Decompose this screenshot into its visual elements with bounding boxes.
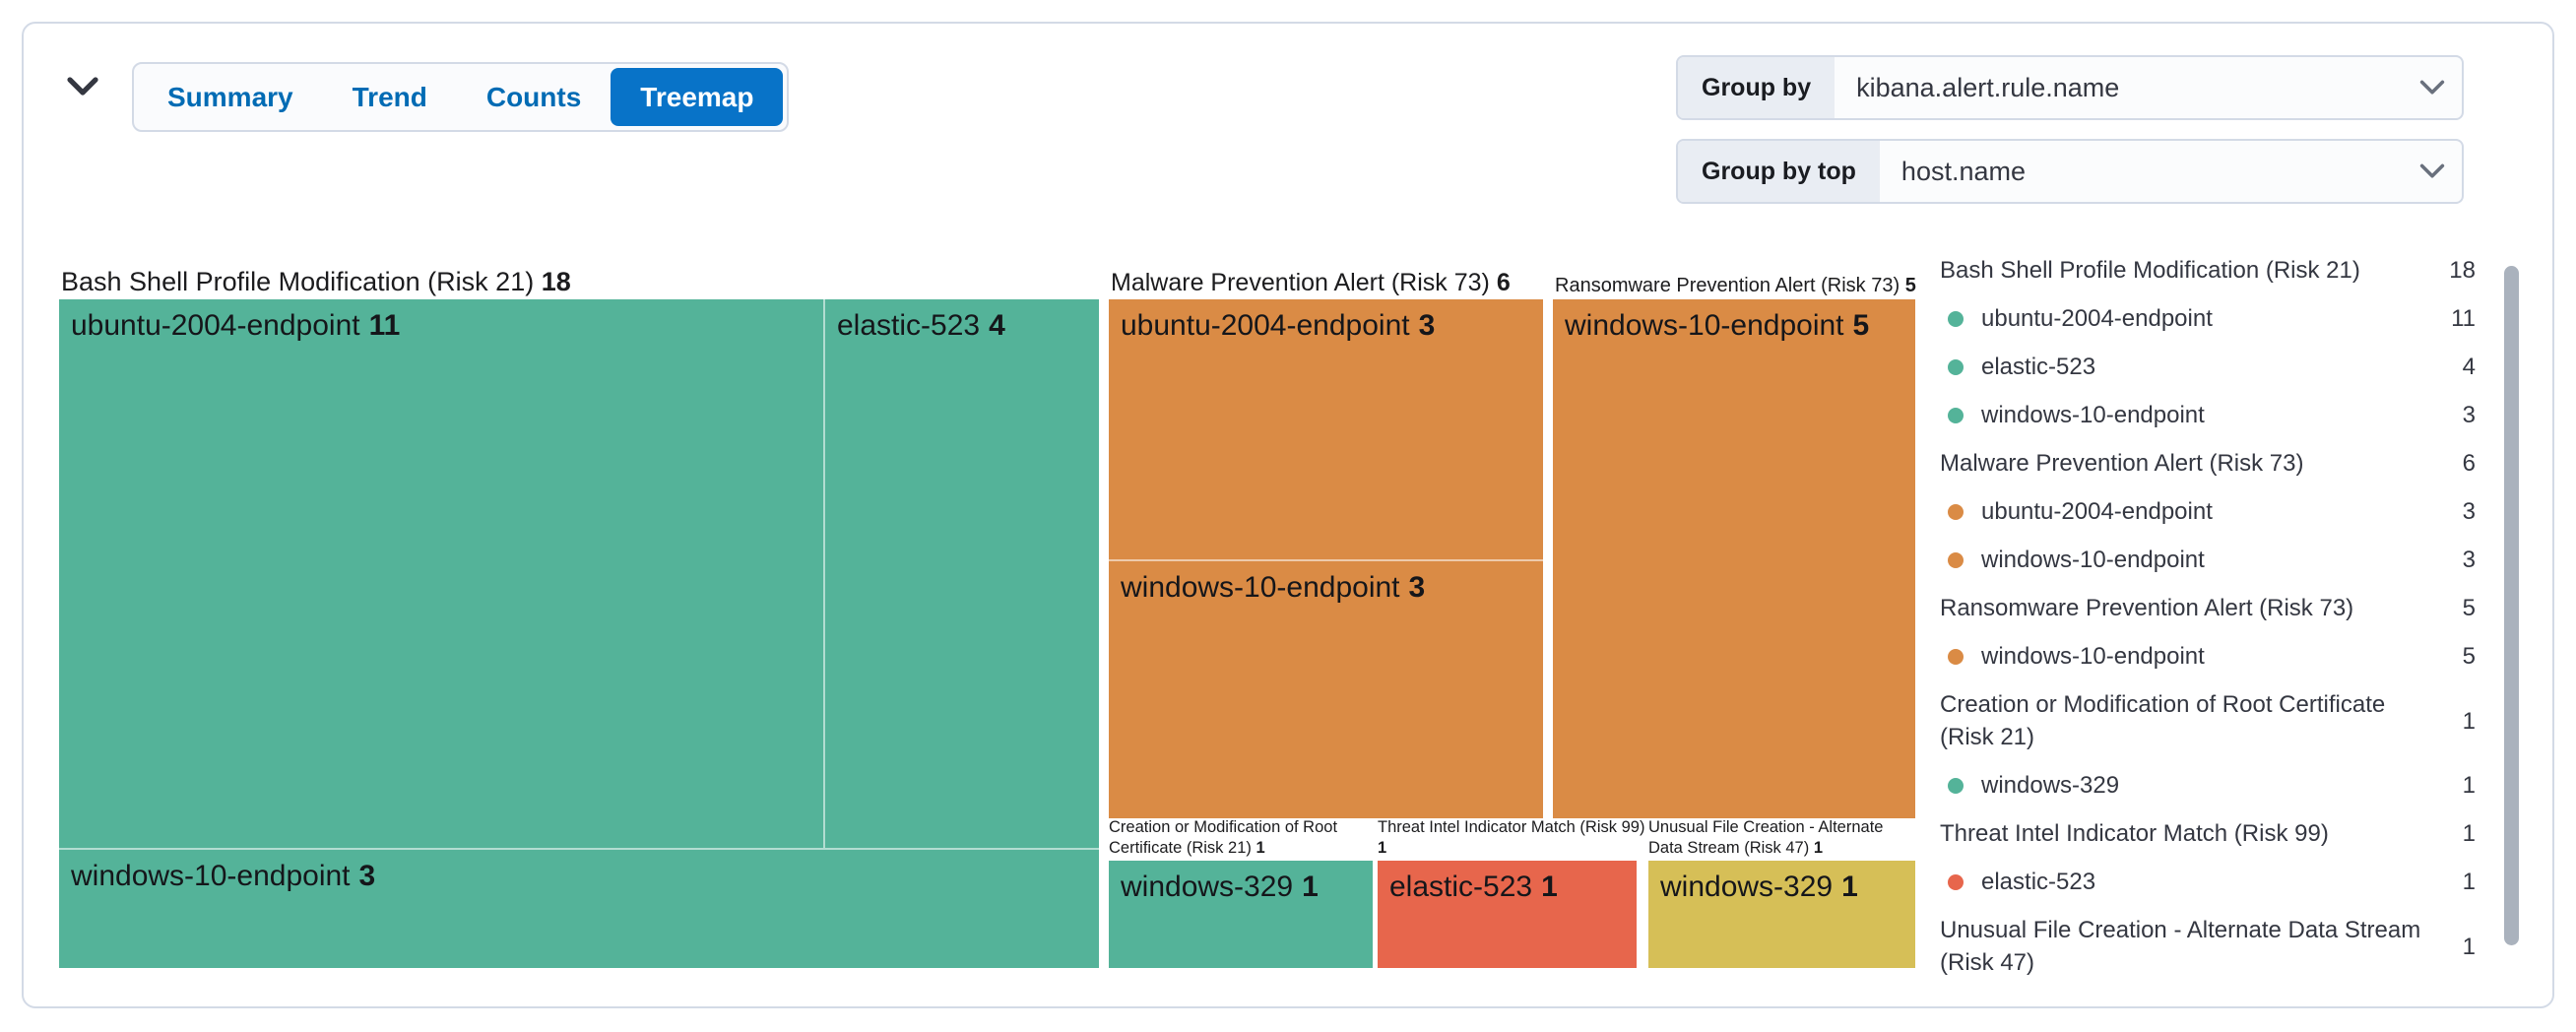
- treemap-cell[interactable]: windows-10-endpoint 3: [1109, 559, 1543, 818]
- treemap-cell[interactable]: elastic-523 1: [1378, 861, 1637, 968]
- treemap-cell-label: ubuntu-2004-endpoint 11: [71, 309, 401, 342]
- group-by-top-label: Group by top: [1678, 141, 1880, 202]
- group-by-select[interactable]: Group by kibana.alert.rule.name: [1676, 55, 2464, 120]
- group-by-label: Group by: [1678, 57, 1835, 118]
- legend-item-rule[interactable]: Threat Intel Indicator Match (Risk 99) 1: [1940, 820, 2476, 847]
- treemap-legend: Bash Shell Profile Modification (Risk 21…: [1940, 254, 2476, 995]
- collapse-chevron-button[interactable]: [61, 69, 104, 104]
- legend-item-host[interactable]: ubuntu-2004-endpoint 3: [1940, 495, 2476, 528]
- treemap-cell[interactable]: windows-10-endpoint 5: [1553, 299, 1915, 818]
- treemap-group-label: Unusual File Creation - Alternate Data S…: [1648, 818, 1884, 857]
- legend-item-rule[interactable]: Unusual File Creation - Alternate Data S…: [1940, 917, 2476, 976]
- treemap-group-label: Threat Intel Indicator Match (Risk 99) 1: [1378, 818, 1645, 857]
- legend-item-rule[interactable]: Bash Shell Profile Modification (Risk 21…: [1940, 257, 2476, 284]
- tab-counts[interactable]: Counts: [485, 81, 582, 112]
- treemap-cell-label: windows-10-endpoint 3: [71, 860, 376, 892]
- alerts-panel: Summary Trend Counts Treemap Group by ki…: [22, 22, 2554, 1008]
- treemap-cell[interactable]: elastic-523 4: [823, 299, 1099, 848]
- legend-item-rule[interactable]: Ransomware Prevention Alert (Risk 73) 5: [1940, 595, 2476, 621]
- treemap-cell[interactable]: ubuntu-2004-endpoint 11: [59, 299, 823, 848]
- legend-dot: [1948, 310, 1964, 327]
- legend-dot: [1948, 551, 1964, 568]
- treemap-cell-label: windows-10-endpoint 3: [1121, 571, 1426, 604]
- tab-trend[interactable]: Trend: [352, 81, 427, 112]
- legend-dot: [1948, 503, 1964, 520]
- chevron-down-icon: [2403, 57, 2462, 118]
- legend-item-host[interactable]: elastic-523 1: [1940, 866, 2476, 898]
- chevron-down-icon: [67, 77, 98, 96]
- treemap-cell[interactable]: windows-329 1: [1109, 861, 1373, 968]
- treemap-cell-label: windows-329 1: [1660, 871, 1858, 903]
- treemap-cell[interactable]: windows-329 1: [1648, 861, 1915, 968]
- legend-item-host[interactable]: elastic-523 4: [1940, 351, 2476, 383]
- legend-dot: [1948, 777, 1964, 794]
- treemap-group-label: Malware Prevention Alert (Risk 73) 6: [1111, 269, 1511, 296]
- treemap-cell-label: windows-10-endpoint 5: [1565, 309, 1870, 342]
- legend-item-host[interactable]: windows-329 1: [1940, 769, 2476, 802]
- legend-item-host[interactable]: ubuntu-2004-endpoint 11: [1940, 302, 2476, 335]
- view-tab-group: Summary Trend Counts Treemap: [132, 62, 790, 132]
- legend-dot: [1948, 873, 1964, 890]
- legend-item-host[interactable]: windows-10-endpoint 3: [1940, 544, 2476, 576]
- group-by-top-select[interactable]: Group by top host.name: [1676, 139, 2464, 204]
- legend-item-host[interactable]: windows-10-endpoint 5: [1940, 640, 2476, 673]
- treemap-cell-label: ubuntu-2004-endpoint 3: [1121, 309, 1436, 342]
- treemap-group-label: Bash Shell Profile Modification (Risk 21…: [61, 267, 571, 296]
- treemap-cell-label: elastic-523 4: [837, 309, 1005, 342]
- group-by-top-value: host.name: [1900, 156, 2026, 186]
- legend-dot: [1948, 407, 1964, 423]
- group-by-value: kibana.alert.rule.name: [1856, 72, 2120, 102]
- treemap-cell-label: elastic-523 1: [1389, 871, 1558, 903]
- treemap-cell[interactable]: windows-10-endpoint 3: [59, 848, 1099, 968]
- treemap-group-label: Creation or Modification of Root Certifi…: [1109, 818, 1338, 857]
- chevron-down-icon: [2403, 141, 2462, 202]
- legend-scrollbar[interactable]: [2504, 266, 2519, 945]
- treemap-cell-label: windows-329 1: [1121, 871, 1319, 903]
- alerts-treemap: Bash Shell Profile Modification (Risk 21…: [59, 250, 1916, 968]
- tab-summary[interactable]: Summary: [167, 81, 293, 112]
- legend-dot: [1948, 358, 1964, 375]
- legend-dot: [1948, 648, 1964, 665]
- legend-item-rule[interactable]: Creation or Modification of Root Certifi…: [1940, 691, 2476, 750]
- legend-item-rule[interactable]: Malware Prevention Alert (Risk 73) 6: [1940, 450, 2476, 477]
- tab-treemap[interactable]: Treemap: [611, 68, 784, 126]
- treemap-cell[interactable]: ubuntu-2004-endpoint 3: [1109, 299, 1543, 559]
- legend-item-host[interactable]: windows-10-endpoint 3: [1940, 399, 2476, 431]
- treemap-group-label: Ransomware Prevention Alert (Risk 73) 5: [1555, 275, 1916, 296]
